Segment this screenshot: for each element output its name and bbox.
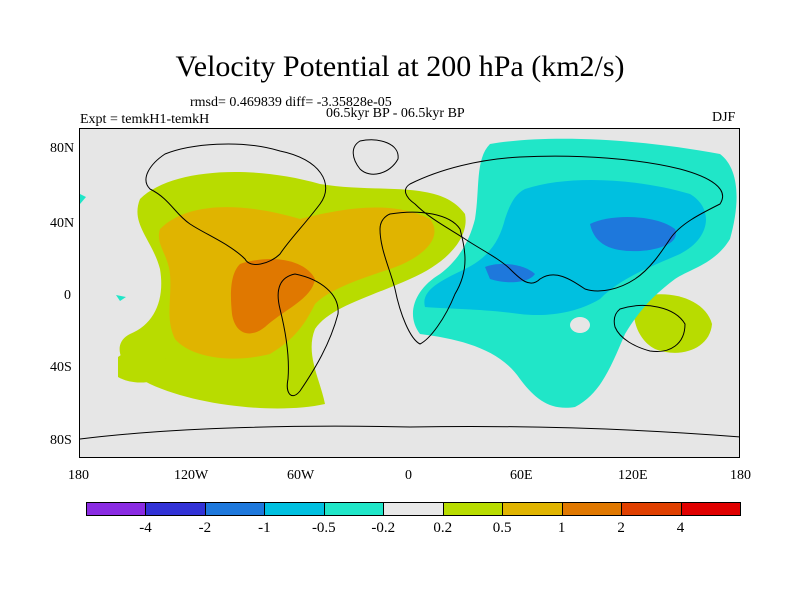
colorbar-segment — [621, 502, 682, 516]
colorbar-label: 4 — [676, 520, 685, 536]
colorbar-segment — [442, 502, 504, 516]
experiment-label: Expt = temkH1-temkH — [80, 112, 210, 127]
coastlines — [80, 139, 739, 440]
colorbar-label: -0.2 — [371, 520, 396, 536]
colorbar-segment — [680, 502, 741, 516]
period-label: 06.5kyr BP - 06.5kyr BP — [326, 106, 465, 121]
negative-anomaly-region — [485, 263, 535, 283]
negative-anomaly-region — [116, 295, 126, 301]
positive-anomaly-region — [118, 349, 170, 383]
x-tick-label: 180 — [68, 468, 89, 483]
positive-anomaly-region — [570, 317, 590, 333]
coastline-greenland — [352, 139, 399, 175]
negative-anomaly-region — [424, 179, 707, 316]
x-tick-label: 0 — [405, 468, 412, 483]
positive-anomaly-region — [230, 259, 315, 334]
colorbar-label: 1 — [557, 520, 566, 536]
stats-label: rmsd= 0.469839 diff= -3.35828e-05 — [190, 95, 392, 110]
y-tick-label: 80S — [50, 433, 72, 448]
map-plot — [80, 138, 739, 440]
x-tick-label: 120W — [174, 468, 209, 483]
x-tick-label: 60W — [287, 468, 315, 483]
colorbar-label: 0.2 — [433, 520, 453, 536]
negative-anomaly-region — [80, 194, 86, 204]
colorbar-label: 2 — [617, 520, 625, 536]
colorbar-segment — [86, 502, 147, 516]
coastline-north-america — [145, 143, 327, 265]
x-tick-label: 60E — [510, 468, 533, 483]
coastline-eurasia — [404, 155, 723, 292]
plot-title: Velocity Potential at 200 hPa (km2/s) — [175, 50, 625, 83]
map-panel — [79, 128, 740, 458]
colorbar-segment — [264, 502, 325, 516]
colorbar-segment — [383, 502, 444, 516]
x-tick-label: 120E — [618, 468, 648, 483]
colorbar-segment — [502, 502, 563, 516]
coastline-antarctica — [80, 425, 739, 440]
negative-anomaly-region — [590, 217, 676, 252]
colorbar-segment — [145, 502, 206, 516]
y-tick-label: 0 — [64, 288, 71, 303]
colorbar-label: -1 — [258, 520, 271, 536]
positive-anomaly-region — [634, 294, 712, 353]
colorbar-segment — [561, 502, 623, 516]
season-label: DJF — [712, 110, 736, 125]
coastline-south-america — [277, 273, 339, 397]
colorbar-label: 0.5 — [492, 520, 512, 536]
y-tick-label: 80N — [50, 141, 75, 156]
colorbar-label: -0.5 — [311, 520, 336, 536]
colorbar-label: -2 — [198, 520, 212, 536]
coastline-australia — [613, 305, 686, 353]
y-tick-label: 40S — [50, 360, 72, 375]
coastline-africa — [379, 211, 466, 345]
x-tick-label: 180 — [730, 468, 751, 483]
y-tick-label: 40N — [50, 216, 75, 231]
colorbar-label: -4 — [139, 520, 152, 536]
colorbar-segment — [323, 502, 385, 516]
colorbar-segment — [204, 502, 266, 516]
